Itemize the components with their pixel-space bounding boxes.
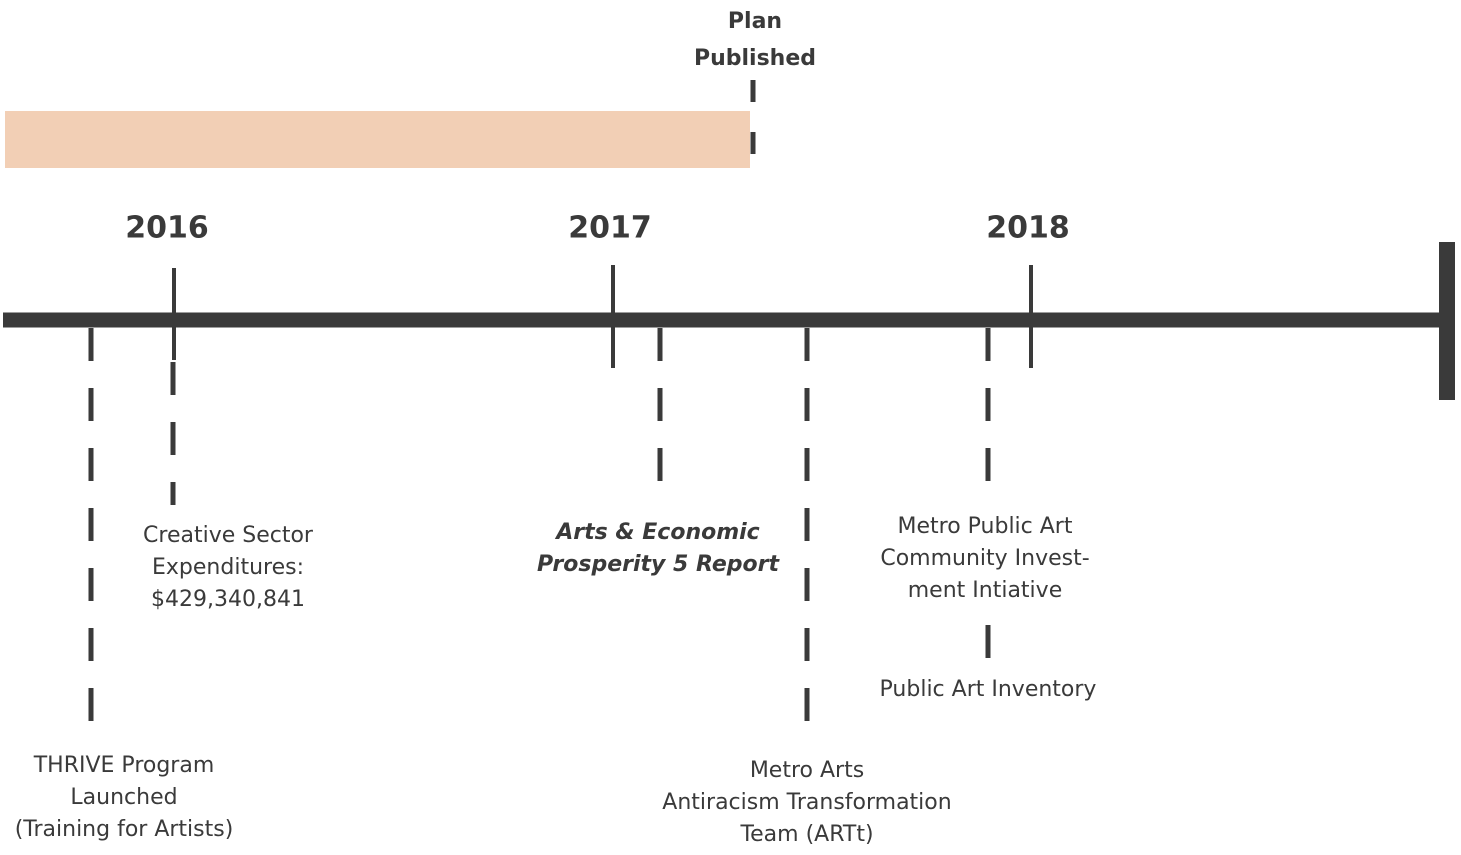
- event-label: (Training for Artists): [15, 817, 234, 842]
- event-label: Community Invest-: [880, 546, 1089, 571]
- plan-period-bar: [5, 111, 750, 168]
- event-label: Creative Sector: [143, 523, 314, 548]
- year-label: 2016: [125, 211, 209, 246]
- year-label: 2018: [986, 211, 1070, 246]
- plan-label: Plan: [728, 9, 782, 34]
- event-label: Public Art Inventory: [880, 677, 1097, 702]
- year-label: 2017: [568, 211, 652, 246]
- event-label: Prosperity 5 Report: [537, 552, 781, 577]
- axis-end-cap: [1439, 242, 1455, 400]
- event-label: THRIVE Program: [33, 753, 215, 778]
- event-label: Metro Arts: [750, 758, 864, 783]
- event-label: Launched: [70, 785, 177, 810]
- event-label: $429,340,841: [151, 587, 305, 612]
- event-label: Expenditures:: [152, 555, 304, 580]
- event-label: Antiracism Transformation: [662, 790, 951, 815]
- event-label: ment Intiative: [908, 578, 1062, 603]
- plan-label: Published: [694, 46, 816, 71]
- event-label: Metro Public Art: [898, 514, 1073, 539]
- event-label: Team (ARTt): [739, 822, 873, 847]
- event-label: Arts & Economic: [554, 520, 759, 545]
